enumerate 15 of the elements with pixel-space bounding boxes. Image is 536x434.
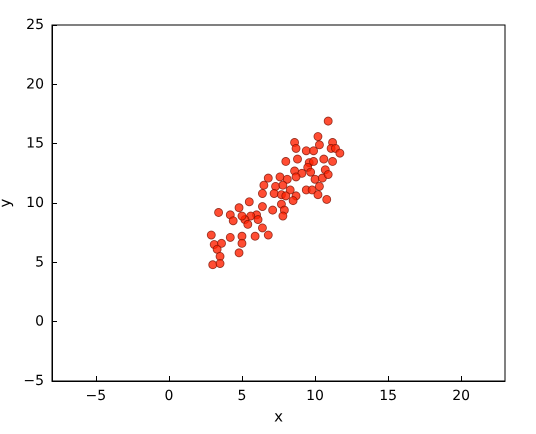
y-tick-label: 5 [35, 254, 44, 270]
x-tick-label: 15 [379, 388, 398, 404]
y-tick-label: 0 [35, 314, 44, 330]
y-tick-label: 15 [26, 136, 44, 152]
y-tick-label: −5 [23, 373, 44, 389]
x-tick-label: 5 [238, 388, 246, 404]
y-axis-title: y [0, 198, 14, 208]
x-tick-label: 10 [306, 388, 324, 404]
x-tick-label: 0 [164, 388, 174, 404]
x-tick-label: 20 [452, 388, 470, 404]
y-tick-label: 25 [26, 17, 44, 33]
x-tick-label: −5 [86, 388, 106, 404]
y-tick-label: 20 [26, 76, 44, 92]
x-axis-title: x [274, 408, 284, 426]
y-tick-label: 10 [26, 195, 44, 211]
